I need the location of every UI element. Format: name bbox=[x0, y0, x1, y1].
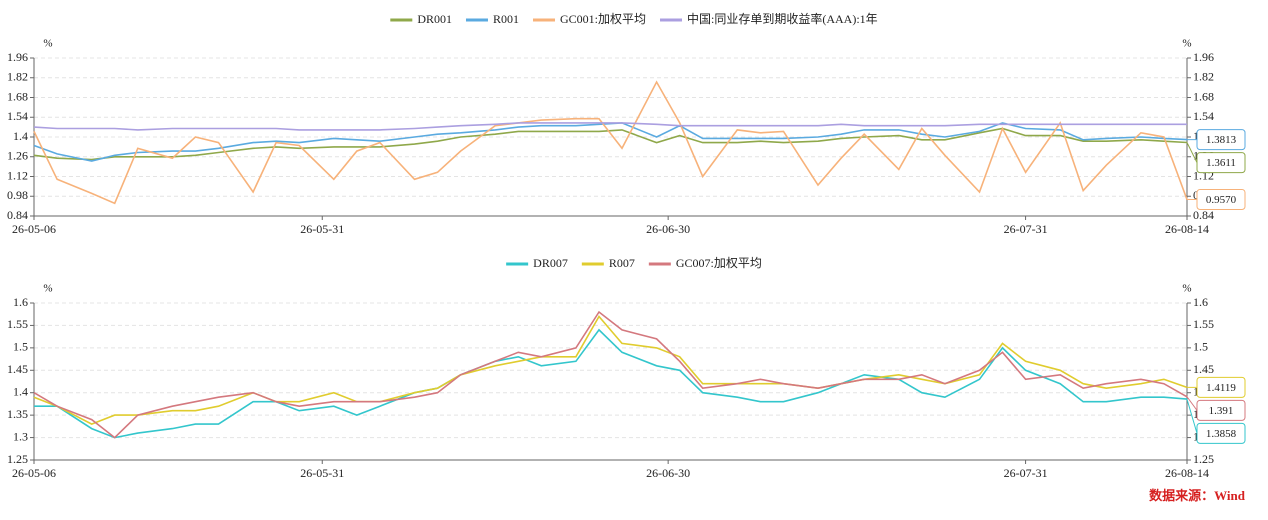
end-label-box bbox=[1196, 422, 1246, 444]
y2-tick-label: 1.82 bbox=[1193, 70, 1214, 84]
series-line bbox=[33, 80, 1188, 205]
end-label-box bbox=[1196, 152, 1246, 174]
y2-tick-label: 1.96 bbox=[1193, 50, 1214, 64]
legend-label: DR001 bbox=[417, 12, 452, 26]
end-label: 0.9570 bbox=[1206, 194, 1237, 206]
x-tick-label: 26-05-06 bbox=[12, 466, 56, 480]
legend: DR001 R001 GC001:加权平均 中国:同业存单到期收益率(AAA):1年 bbox=[390, 11, 878, 26]
y-tick-label: 1.54 bbox=[7, 109, 28, 123]
y-tick-label: 1.35 bbox=[7, 407, 28, 421]
x-tick-label: 26-05-31 bbox=[300, 222, 344, 236]
end-label-box bbox=[1196, 188, 1246, 210]
end-label: 1.3813 bbox=[1206, 134, 1237, 146]
legend: DR007 R007 GC007:加权平均 bbox=[506, 256, 762, 270]
y2-tick-label: 1.45 bbox=[1193, 362, 1214, 376]
source-note: 数据来源：Wind bbox=[1149, 488, 1246, 503]
end-label: 1.3858 bbox=[1206, 428, 1237, 440]
series-line bbox=[33, 122, 1187, 131]
x-tick-label: 26-05-31 bbox=[300, 466, 344, 480]
y-tick-label: 1.4 bbox=[13, 129, 28, 143]
label-leader bbox=[1186, 142, 1198, 163]
label-leader bbox=[1186, 396, 1198, 411]
y-tick-label: 1.68 bbox=[7, 89, 28, 103]
legend-label: GC007:加权平均 bbox=[676, 256, 762, 270]
y-unit: % bbox=[43, 283, 52, 295]
end-label-box bbox=[1196, 129, 1246, 151]
x-tick-label: 26-06-30 bbox=[646, 466, 690, 480]
legend-label: DR007 bbox=[533, 256, 568, 270]
y-tick-label: 1.45 bbox=[7, 362, 28, 376]
end-label-box bbox=[1196, 376, 1246, 398]
x-tick-label: 26-05-06 bbox=[12, 222, 56, 236]
series-line bbox=[34, 328, 1188, 439]
series-line bbox=[33, 310, 1188, 439]
y-tick-label: 1.3 bbox=[13, 429, 28, 443]
y-tick-label: 1.96 bbox=[7, 50, 28, 64]
end-label: 1.391 bbox=[1209, 405, 1234, 417]
y2-unit: % bbox=[1182, 283, 1191, 295]
series-line bbox=[33, 315, 1188, 425]
end-label-box bbox=[1196, 399, 1246, 421]
y2-tick-label: 1.6 bbox=[1193, 295, 1208, 309]
y2-tick-label: 1.68 bbox=[1193, 89, 1214, 103]
y-tick-label: 1.26 bbox=[7, 149, 28, 163]
y-tick-label: 1.25 bbox=[7, 452, 28, 466]
y-tick-label: 1.5 bbox=[13, 340, 28, 354]
y-tick-label: 0.84 bbox=[7, 208, 28, 222]
x-tick-label: 26-07-31 bbox=[1004, 466, 1048, 480]
y2-tick-label: 1.5 bbox=[1193, 340, 1208, 354]
y-tick-label: 1.6 bbox=[13, 295, 28, 309]
legend-label: R001 bbox=[493, 12, 519, 26]
y-tick-label: 0.98 bbox=[7, 188, 28, 202]
legend-label: GC001:加权平均 bbox=[560, 12, 646, 26]
y2-tick-label: 0.84 bbox=[1193, 208, 1214, 222]
y-tick-label: 1.12 bbox=[7, 168, 28, 182]
end-label: 1.4119 bbox=[1206, 382, 1236, 394]
x-tick-label: 26-08-14 bbox=[1165, 466, 1209, 480]
x-tick-label: 26-06-30 bbox=[646, 222, 690, 236]
y2-tick-label: 1.54 bbox=[1193, 109, 1214, 123]
x-tick-label: 26-07-31 bbox=[1004, 222, 1048, 236]
y-tick-label: 1.4 bbox=[13, 384, 28, 398]
y-unit: % bbox=[43, 38, 52, 50]
y-tick-label: 1.82 bbox=[7, 70, 28, 84]
y2-tick-label: 1.55 bbox=[1193, 317, 1214, 331]
x-tick-label: 26-08-14 bbox=[1165, 222, 1209, 236]
label-leader bbox=[1186, 398, 1198, 434]
legend-label: R007 bbox=[609, 256, 635, 270]
y2-tick-label: 1.25 bbox=[1193, 452, 1214, 466]
end-label: 1.3611 bbox=[1206, 157, 1236, 169]
y2-unit: % bbox=[1182, 38, 1191, 50]
y-tick-label: 1.55 bbox=[7, 317, 28, 331]
legend-label: 中国:同业存单到期收益率(AAA):1年 bbox=[687, 11, 878, 26]
